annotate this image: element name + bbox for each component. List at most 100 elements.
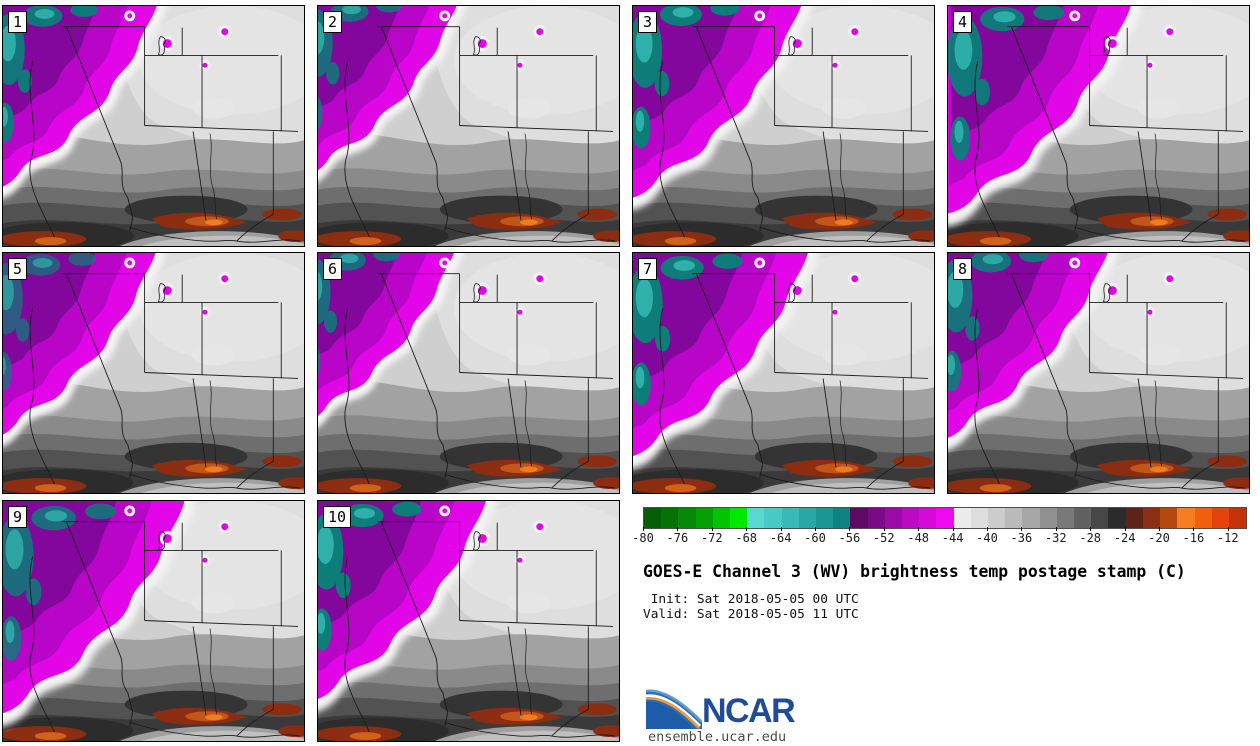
colorbar-segment xyxy=(1039,508,1057,528)
colorbar-segment xyxy=(867,508,885,528)
colorbar-tick-mark xyxy=(746,527,748,531)
ensemble-member-panel: 4 xyxy=(947,5,1250,247)
colorbar-tick-mark xyxy=(1159,527,1160,531)
member-number: 9 xyxy=(8,506,28,528)
member-number: 10 xyxy=(323,506,352,528)
colorbar-tick-label: -80 xyxy=(632,531,654,545)
member-number: 5 xyxy=(8,258,28,280)
wv-map xyxy=(3,6,304,246)
colorbar-segment xyxy=(970,508,989,528)
colorbar-segment xyxy=(730,508,748,528)
state-borders xyxy=(974,273,1246,490)
colorbar-tick-label: -32 xyxy=(1044,531,1067,545)
ensemble-member-panel: 1 xyxy=(2,5,305,247)
colorbar-tick-label: -48 xyxy=(907,531,930,545)
colorbar-segment xyxy=(1125,508,1143,528)
cold-cloud-mass xyxy=(633,6,813,210)
ensemble-member-panel: 9 xyxy=(2,500,305,742)
ensemble-member-panel: 10 xyxy=(317,500,620,742)
colorbar-segment xyxy=(953,508,971,528)
wv-map xyxy=(948,6,1249,246)
colorbar xyxy=(643,507,1247,529)
colorbar-segment xyxy=(1142,508,1161,528)
wv-map xyxy=(633,253,934,493)
state-borders xyxy=(29,26,301,243)
state-borders xyxy=(29,521,301,738)
colorbar-segment xyxy=(1022,508,1040,528)
colorbar-tick-label: -56 xyxy=(838,531,861,545)
state-borders xyxy=(344,273,616,490)
colorbar-tick-mark xyxy=(918,527,920,531)
colorbar-tick-mark xyxy=(1124,527,1126,531)
colorbar-tick-label: -68 xyxy=(735,531,758,545)
colorbar-segment xyxy=(661,508,679,528)
colorbar-segment xyxy=(988,508,1006,528)
colorbar-segment xyxy=(678,508,696,528)
logo-swoosh-body xyxy=(646,701,694,729)
valid-time: Valid: Sat 2018-05-05 11 UTC xyxy=(643,606,859,622)
ensemble-member-panel: 3 xyxy=(632,5,935,247)
colorbar-tick-label: -52 xyxy=(872,531,895,545)
colorbar-segment xyxy=(644,508,662,528)
colorbar-tick-label: -36 xyxy=(1010,531,1033,545)
logo-swoosh-gap xyxy=(646,694,702,728)
wv-map xyxy=(633,6,934,246)
colorbar-segment xyxy=(919,508,937,528)
colorbar-tick-mark xyxy=(952,527,954,531)
state-borders xyxy=(974,26,1246,243)
colorbar-tick-label: -40 xyxy=(976,531,998,545)
colorbar-segment xyxy=(1091,508,1109,528)
colorbar-tick-label: -76 xyxy=(666,531,689,545)
colorbar-segment xyxy=(1074,508,1092,528)
colorbar-segment xyxy=(1177,508,1195,528)
colorbar-tick-mark xyxy=(987,527,988,531)
colorbar-segment xyxy=(695,508,713,528)
ensemble-member-panel: 5 xyxy=(2,252,305,494)
cold-cloud-mass xyxy=(948,253,1119,451)
member-number: 7 xyxy=(638,258,658,280)
colorbar-tick-mark xyxy=(780,527,782,531)
chart-title: GOES-E Channel 3 (WV) brightness temp po… xyxy=(643,562,1186,581)
colorbar-segment xyxy=(1228,508,1247,528)
cold-spots xyxy=(439,505,547,566)
ncar-logo-icon xyxy=(646,689,702,729)
colorbar-tick-label: -72 xyxy=(700,531,723,545)
wv-map xyxy=(948,253,1249,493)
cold-spots xyxy=(1069,10,1177,71)
wv-map xyxy=(3,501,304,741)
colorbar-tick-label: -60 xyxy=(804,531,826,545)
colorbar-tick-mark xyxy=(711,527,713,531)
colorbar-tick-mark xyxy=(1090,527,1092,531)
ensemble-member-panel: 7 xyxy=(632,252,935,494)
colorbar-tick-label: -24 xyxy=(1113,531,1136,545)
wv-map xyxy=(318,501,619,741)
ensemble-member-panel: 8 xyxy=(947,252,1250,494)
member-number: 1 xyxy=(8,11,28,33)
cold-cloud-mass xyxy=(318,253,464,428)
colorbar-segment xyxy=(781,508,799,528)
colorbar-tick-mark xyxy=(815,527,816,531)
time-block: Init: Sat 2018-05-05 00 UTC Valid: Sat 2… xyxy=(643,592,859,622)
cold-spots xyxy=(1069,257,1177,318)
colorbar-segment xyxy=(884,508,903,528)
colorbar-tick-mark xyxy=(849,527,851,531)
member-number: 4 xyxy=(953,11,973,33)
colorbar-segment xyxy=(1005,508,1023,528)
wv-map xyxy=(318,6,619,246)
colorbar-segment xyxy=(816,508,834,528)
member-number: 6 xyxy=(323,258,343,280)
colorbar-tick-mark xyxy=(1227,527,1229,531)
cold-spots xyxy=(439,10,547,71)
state-borders xyxy=(344,26,616,243)
ensemble-member-panel: 6 xyxy=(317,252,620,494)
colorbar-segment xyxy=(902,508,920,528)
colorbar-segment xyxy=(712,508,731,528)
cold-cloud-mass xyxy=(318,501,497,712)
colorbar-tick-mark xyxy=(1021,527,1023,531)
colorbar-segment xyxy=(936,508,954,528)
state-borders xyxy=(29,273,301,490)
wv-map xyxy=(3,253,304,493)
state-borders xyxy=(659,273,931,490)
colorbar-tick-label: -64 xyxy=(769,531,792,545)
